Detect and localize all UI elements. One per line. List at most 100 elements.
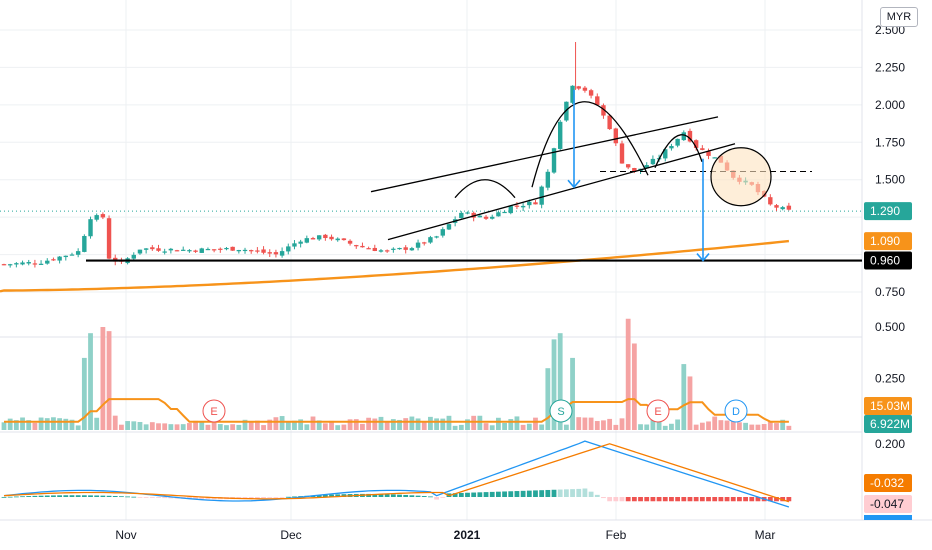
candle-body [372, 247, 377, 252]
time-tick-label: 2021 [454, 528, 481, 542]
volume-bar [730, 418, 736, 430]
volume-bar [650, 417, 656, 430]
macd-hist-bar [576, 488, 582, 497]
volume-bar [224, 425, 229, 430]
macd-hist-bar [588, 491, 594, 497]
volume-bar [749, 424, 755, 430]
macd-hist-bar [131, 496, 137, 498]
candle-body [539, 186, 544, 205]
macd-hist-bar [650, 497, 656, 502]
event-marker-e [646, 399, 670, 423]
volume-bar [434, 418, 439, 430]
candle-body [780, 207, 785, 210]
volume-bar [168, 424, 174, 430]
volume-bar [761, 424, 767, 430]
macd-hist-bar [57, 495, 63, 497]
candle-body [7, 264, 13, 266]
macd-hist-bar [137, 497, 143, 498]
candle-body [211, 249, 217, 251]
macd-hist-bar [631, 497, 637, 502]
candle-body [323, 234, 328, 239]
volume-bar [545, 368, 551, 430]
candle-body [700, 148, 705, 150]
price-tick-label: 1.500 [875, 173, 905, 187]
volume-bar [174, 424, 180, 430]
event-marker-d [724, 399, 748, 423]
volume-bar [755, 424, 761, 430]
volume-bar [193, 420, 198, 430]
macd-hist-bar [156, 497, 161, 498]
candle-body [366, 248, 371, 250]
volume-bar [446, 415, 452, 430]
volume-bar [131, 421, 137, 430]
macd-hist-bar [477, 492, 483, 497]
candle-body [619, 143, 625, 164]
candle-body [440, 229, 445, 236]
macd-hist-bar [749, 497, 755, 502]
volume-bar [737, 422, 742, 430]
volume-ma-line [4, 398, 789, 423]
macd-tick-label: 0.200 [875, 437, 905, 451]
macd-hist-bar [13, 496, 19, 498]
volume-bar [594, 421, 600, 430]
currency-label[interactable]: MYR [880, 7, 918, 27]
candle-body [218, 248, 223, 250]
volume-bar [217, 424, 223, 430]
volume-bar [69, 419, 75, 430]
candle-body [20, 262, 25, 265]
volume-bar [415, 418, 421, 430]
volume-bar [51, 417, 56, 430]
volume-bar [656, 418, 662, 430]
candle-body [607, 115, 612, 130]
macd-hist-bar [75, 495, 81, 497]
macd-hist-bar [366, 493, 372, 497]
macd-hist-bar [273, 497, 279, 498]
volume-bar [662, 425, 668, 430]
volume-bar [718, 420, 724, 430]
price-tag: 0.960 [870, 254, 900, 268]
macd-hist-bar [452, 493, 458, 497]
volume-bar [199, 422, 205, 430]
macd-hist-bar [601, 497, 606, 499]
volume-bar [767, 421, 773, 430]
macd-hist-bar [187, 497, 192, 499]
volume-bar [38, 417, 44, 430]
candle-body [51, 259, 56, 261]
volume-bar [316, 420, 322, 430]
volume-tick-label: 0.500 [875, 320, 905, 334]
macd-hist-bar [607, 497, 613, 502]
macd-hist-bar [508, 491, 514, 497]
macd-hist-bar [119, 496, 124, 498]
volume-bar [465, 419, 470, 430]
candle-body [1, 264, 7, 266]
macd-hist-bar [38, 495, 44, 497]
candle-body [88, 219, 93, 237]
volume-bar [7, 418, 13, 430]
macd-hist-bar [582, 488, 588, 497]
macd-hist-bar [570, 489, 575, 497]
volume-bar [360, 423, 365, 430]
macd-hist-bar [261, 497, 266, 499]
macd-hist-bar [372, 493, 378, 497]
macd-hist-bar [774, 497, 779, 502]
volume-bar [699, 422, 705, 430]
volume-bar [780, 419, 786, 430]
time-tick-label: Nov [115, 528, 136, 542]
event-label: E [210, 406, 217, 418]
macd-hist-bar [687, 497, 693, 502]
candle-body [391, 248, 396, 250]
volume-bar [211, 418, 217, 430]
candle-body [508, 206, 513, 214]
target-arrow-1-head [567, 179, 581, 189]
macd-hist-bar [767, 497, 773, 502]
time-axis[interactable]: Nov Dec 2021 Feb Mar [115, 528, 775, 542]
volume-bar [26, 420, 32, 430]
candle-body [255, 250, 260, 252]
candle-body [310, 238, 316, 240]
price-axis[interactable]: 2.5002.2502.0001.7501.5000.7500.5000.250… [875, 23, 905, 451]
macd-hist-bar [51, 495, 56, 497]
volume-bar [1, 422, 7, 430]
candle-body [545, 171, 551, 188]
volume-bar [533, 417, 538, 430]
